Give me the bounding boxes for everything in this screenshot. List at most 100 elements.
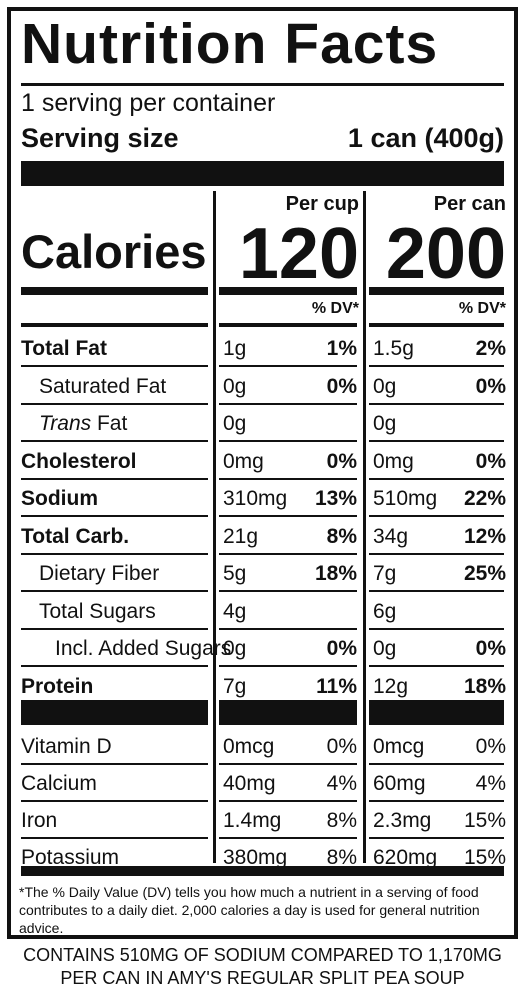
row-divider bbox=[219, 837, 357, 839]
row-divider bbox=[369, 440, 504, 442]
amount-per-can: 510mg bbox=[373, 487, 438, 510]
amount-per-cup: 4g bbox=[223, 599, 247, 623]
serving-size-label: Serving size bbox=[21, 123, 179, 153]
nutrient-label: Potassium bbox=[21, 846, 120, 869]
dv-per-can: 0% bbox=[475, 374, 506, 398]
calories-divider bbox=[219, 287, 357, 295]
thick-divider bbox=[219, 700, 357, 725]
row-divider bbox=[21, 665, 208, 667]
calories-per-cup: 120 bbox=[238, 214, 359, 294]
dv-per-cup: 18% bbox=[314, 562, 357, 585]
vitamin-row: Iron 1.4mg 8% 2.3mg 15% bbox=[11, 801, 514, 839]
row-divider bbox=[21, 837, 208, 839]
row-divider bbox=[21, 763, 208, 765]
amount-per-cup: 21g bbox=[223, 524, 259, 548]
nutrient-label-italic: Trans bbox=[39, 412, 92, 435]
dv-per-cup: 13% bbox=[314, 487, 357, 510]
per-can-header: Per can bbox=[433, 193, 506, 215]
sodium-claim-line1: CONTAINS 510MG OF SODIUM COMPARED TO 1,1… bbox=[23, 945, 502, 965]
nutrient-label: Protein bbox=[21, 674, 94, 698]
row-divider bbox=[369, 627, 504, 630]
row-divider bbox=[369, 590, 504, 592]
row-divider bbox=[369, 800, 504, 802]
amount-per-can: 60mg bbox=[373, 772, 426, 795]
nutrient-row: Total Carb. 21g 8% 34g 12% bbox=[11, 517, 514, 555]
amount-per-can: 0g bbox=[373, 412, 397, 435]
row-divider bbox=[369, 515, 504, 517]
sodium-claim-line2: PER CAN IN AMY'S REGULAR SPLIT PEA SOUP bbox=[60, 968, 465, 988]
divider bbox=[21, 83, 504, 86]
amount-per-cup: 380mg bbox=[223, 846, 288, 869]
thick-divider bbox=[21, 700, 208, 725]
row-divider bbox=[369, 477, 504, 480]
nutrient-label: Total Sugars bbox=[39, 599, 156, 623]
nutrient-row: Saturated Fat 0g 0% 0g 0% bbox=[11, 367, 514, 405]
vitamin-row: Potassium 380mg 8% 620mg 15% bbox=[11, 838, 514, 875]
dv-per-can: 0% bbox=[475, 735, 506, 758]
dv-per-cup: 11% bbox=[316, 674, 357, 698]
nutrient-row: Protein 7g 11% 12g 18% bbox=[11, 667, 514, 704]
amount-per-cup: 0g bbox=[223, 374, 247, 398]
amount-per-cup: 40mg bbox=[223, 772, 276, 795]
dv-per-cup: 8% bbox=[326, 809, 357, 832]
amount-per-cup: 5g bbox=[223, 562, 247, 585]
dv-header-can: % DV* bbox=[458, 300, 506, 317]
row-divider bbox=[219, 763, 357, 765]
amount-per-cup: 7g bbox=[223, 674, 247, 698]
row-divider bbox=[21, 477, 208, 480]
amount-per-cup: 0g bbox=[223, 412, 247, 435]
divider bbox=[219, 323, 357, 327]
nutrient-label: Dietary Fiber bbox=[39, 562, 160, 585]
dv-per-can: 0% bbox=[475, 637, 506, 660]
row-divider bbox=[219, 627, 357, 630]
row-divider bbox=[21, 590, 208, 592]
calories-divider bbox=[369, 287, 504, 295]
row-divider bbox=[219, 590, 357, 592]
row-divider bbox=[219, 440, 357, 442]
amount-per-can: 0mg bbox=[373, 449, 414, 473]
thick-divider bbox=[369, 700, 504, 725]
nutrient-label: Cholesterol bbox=[21, 449, 137, 473]
amount-per-cup: 310mg bbox=[223, 487, 288, 510]
row-divider bbox=[21, 440, 208, 442]
nutrient-row: Total Fat 1g 1% 1.5g 2% bbox=[11, 329, 514, 367]
vitamin-row: Vitamin D 0mcg 0% 0mcg 0% bbox=[11, 727, 514, 765]
dv-per-cup: 0% bbox=[326, 735, 357, 758]
nutrient-label: Calcium bbox=[21, 772, 97, 795]
dv-per-can: 15% bbox=[463, 846, 506, 869]
row-divider bbox=[21, 365, 208, 367]
dv-per-cup: 0% bbox=[326, 449, 357, 473]
nutrient-row: Total Sugars 4g 6g bbox=[11, 592, 514, 630]
nutrient-label-rest: Fat bbox=[91, 412, 128, 435]
row-divider bbox=[219, 515, 357, 517]
nutrient-label: Total Carb. bbox=[21, 524, 130, 548]
sodium-claim: CONTAINS 510MG OF SODIUM COMPARED TO 1,1… bbox=[0, 944, 525, 990]
row-divider bbox=[219, 365, 357, 367]
dv-per-can: 25% bbox=[463, 562, 506, 585]
footnote: *The % Daily Value (DV) tells you how mu… bbox=[19, 884, 480, 936]
amount-per-can: 0g bbox=[373, 637, 397, 660]
thick-divider bbox=[21, 161, 504, 186]
row-divider bbox=[369, 365, 504, 367]
row-divider bbox=[21, 515, 208, 517]
divider bbox=[21, 323, 208, 327]
dv-per-can: 0% bbox=[475, 449, 506, 473]
amount-per-can: 620mg bbox=[373, 846, 438, 869]
amount-per-can: 34g bbox=[373, 524, 409, 548]
nutrition-facts-panel: Nutrition Facts 1 serving per container … bbox=[7, 7, 518, 939]
servings-per-container: 1 serving per container bbox=[21, 89, 276, 117]
row-divider bbox=[21, 552, 208, 555]
amount-per-can: 6g bbox=[373, 599, 397, 623]
calories-per-can: 200 bbox=[385, 214, 506, 294]
row-divider bbox=[369, 552, 504, 555]
row-divider bbox=[21, 800, 208, 802]
dv-per-cup: 0% bbox=[326, 374, 357, 398]
nutrient-label: Vitamin D bbox=[21, 735, 112, 758]
divider bbox=[369, 323, 504, 327]
row-divider bbox=[369, 763, 504, 765]
amount-per-can: 0g bbox=[373, 374, 397, 398]
column-divider bbox=[363, 191, 366, 863]
row-divider bbox=[219, 552, 357, 555]
row-divider bbox=[219, 477, 357, 480]
row-divider bbox=[369, 665, 504, 667]
